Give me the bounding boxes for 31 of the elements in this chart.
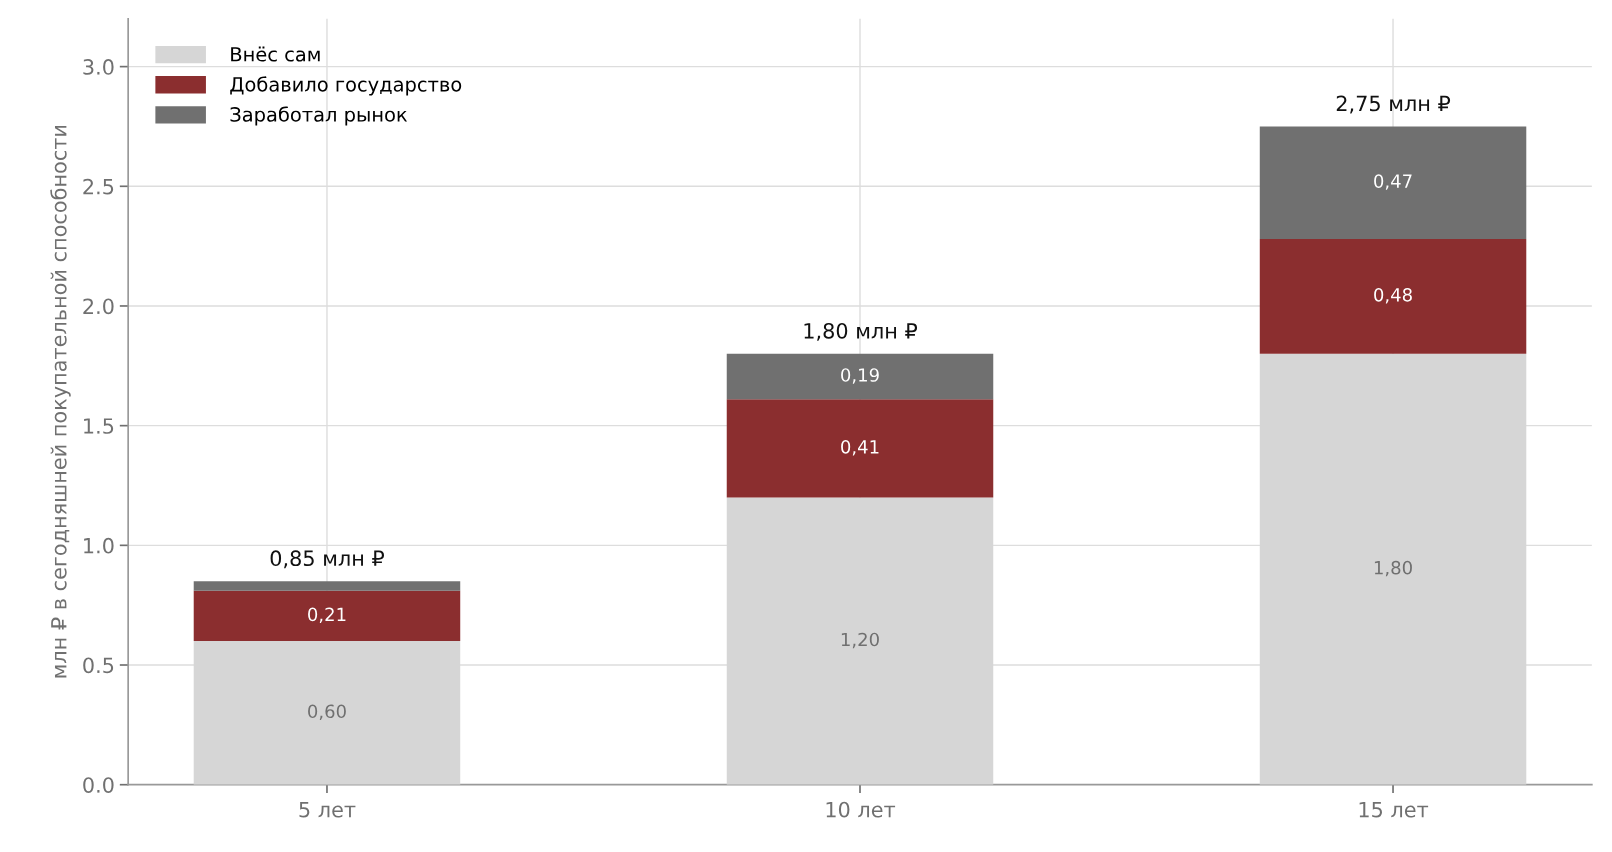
data-label: 0,47 (1374, 174, 1412, 190)
bar (193, 581, 461, 591)
data-label: 1,80 (1374, 560, 1412, 577)
bar (726, 353, 994, 400)
data-label: 0,41 (841, 439, 879, 456)
legend-label: Добавило государство (230, 76, 462, 96)
legend-label: Внёс сам (231, 46, 320, 62)
y-tick-label: 0.0 (83, 777, 114, 793)
bar (1259, 238, 1527, 354)
y-tick-label: 0.5 (83, 657, 114, 674)
y-tick-label: 2.0 (83, 298, 114, 315)
total-label: 1,80 млн ₽ (804, 322, 918, 341)
bar (193, 590, 461, 642)
x-tick-label: 15 лет (1359, 802, 1429, 818)
data-label: 1,20 (841, 632, 879, 649)
y-tick-label: 1.5 (84, 418, 114, 434)
total-label: 2,75 млн ₽ (1336, 95, 1451, 114)
y-tick-label: 2.5 (83, 178, 114, 195)
data-label: 0,19 (841, 368, 879, 384)
y-tick-label: 3.0 (83, 59, 114, 75)
bar (726, 399, 994, 498)
bar (1259, 126, 1527, 239)
data-label: 0,48 (1374, 287, 1412, 304)
data-label: 0,60 (308, 704, 346, 720)
data-label: 0,21 (308, 607, 346, 624)
y-axis-title: млн ₽ в сегодняшней покупательной способности (50, 125, 71, 678)
legend-label: Заработал рынок (230, 106, 408, 126)
y-tick-label: 1.0 (84, 537, 114, 554)
x-tick-label: 10 лет (826, 801, 896, 818)
x-tick-label: 5 лет (299, 802, 356, 818)
total-label: 0,85 млн ₽ (270, 550, 385, 569)
